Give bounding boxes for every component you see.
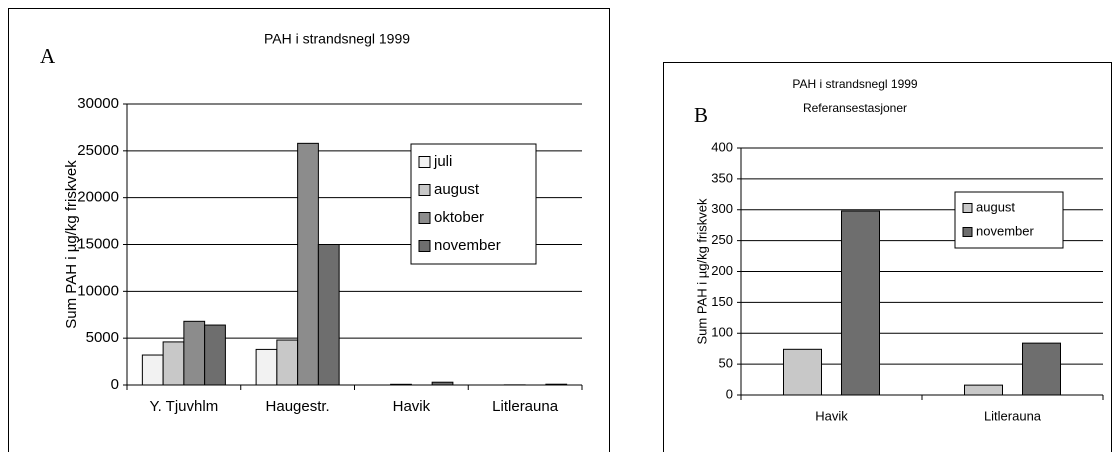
bar bbox=[255, 348, 278, 386]
y-tick-label: 100 bbox=[711, 325, 733, 340]
x-tick-label: Havik bbox=[815, 408, 848, 423]
y-tick-label: 300 bbox=[711, 201, 733, 216]
legend-label: august bbox=[434, 181, 480, 198]
y-tick-label: 0 bbox=[111, 376, 119, 393]
chart-subtitle: Referansestasjoner bbox=[803, 101, 907, 115]
chart-title: PAH i strandsnegl 1999 bbox=[264, 31, 410, 47]
x-tick-label: Y. Tjuvhlm bbox=[150, 398, 219, 415]
bar bbox=[204, 324, 226, 386]
y-axis-label: Sum PAH i µg/kg friskvek bbox=[694, 198, 709, 344]
bar bbox=[162, 341, 185, 386]
legend-swatch bbox=[418, 212, 431, 224]
legend-label: juli bbox=[433, 153, 452, 170]
y-tick-label: 50 bbox=[719, 356, 733, 371]
legend-swatch bbox=[418, 240, 431, 252]
bar bbox=[841, 210, 880, 396]
bar bbox=[297, 142, 319, 386]
legend-swatch bbox=[418, 156, 431, 168]
bar bbox=[276, 339, 299, 386]
y-tick-label: 20000 bbox=[77, 189, 119, 206]
y-tick-label: 5000 bbox=[86, 329, 119, 346]
y-tick-label: 350 bbox=[711, 170, 733, 185]
y-axis-label: Sum PAH i µg/kg friskvek bbox=[63, 160, 80, 329]
x-tick-label: Haugestr. bbox=[266, 398, 330, 415]
y-tick-label: 0 bbox=[726, 386, 733, 401]
legend-swatch bbox=[962, 203, 973, 213]
legend-swatch bbox=[962, 227, 973, 237]
legend-label: august bbox=[976, 199, 1015, 214]
y-tick-label: 15000 bbox=[77, 235, 119, 252]
y-tick-label: 200 bbox=[711, 263, 733, 278]
bar bbox=[964, 384, 1003, 396]
y-tick-label: 25000 bbox=[77, 142, 119, 159]
y-tick-label: 150 bbox=[711, 294, 733, 309]
legend-box bbox=[954, 191, 1064, 249]
y-tick-label: 10000 bbox=[77, 282, 119, 299]
bar bbox=[783, 348, 822, 396]
y-tick-label: 400 bbox=[711, 139, 733, 154]
x-tick-label: Litlerauna bbox=[492, 398, 559, 415]
legend-label: oktober bbox=[434, 209, 484, 226]
y-tick-label: 30000 bbox=[77, 95, 119, 112]
legend-label: november bbox=[976, 223, 1034, 238]
x-tick-label: Havik bbox=[393, 398, 431, 415]
bar bbox=[1022, 342, 1061, 396]
chart-title: PAH i strandsnegl 1999 bbox=[792, 77, 918, 91]
legend-swatch bbox=[418, 184, 431, 196]
x-tick-label: Litlerauna bbox=[984, 408, 1042, 423]
bar bbox=[141, 354, 164, 386]
legend-label: november bbox=[434, 237, 501, 254]
legend-box bbox=[410, 143, 537, 265]
bar bbox=[317, 244, 340, 386]
y-tick-label: 250 bbox=[711, 232, 733, 247]
panel-label: A bbox=[40, 44, 56, 68]
bar bbox=[183, 320, 206, 386]
panel-label: B bbox=[694, 103, 708, 127]
